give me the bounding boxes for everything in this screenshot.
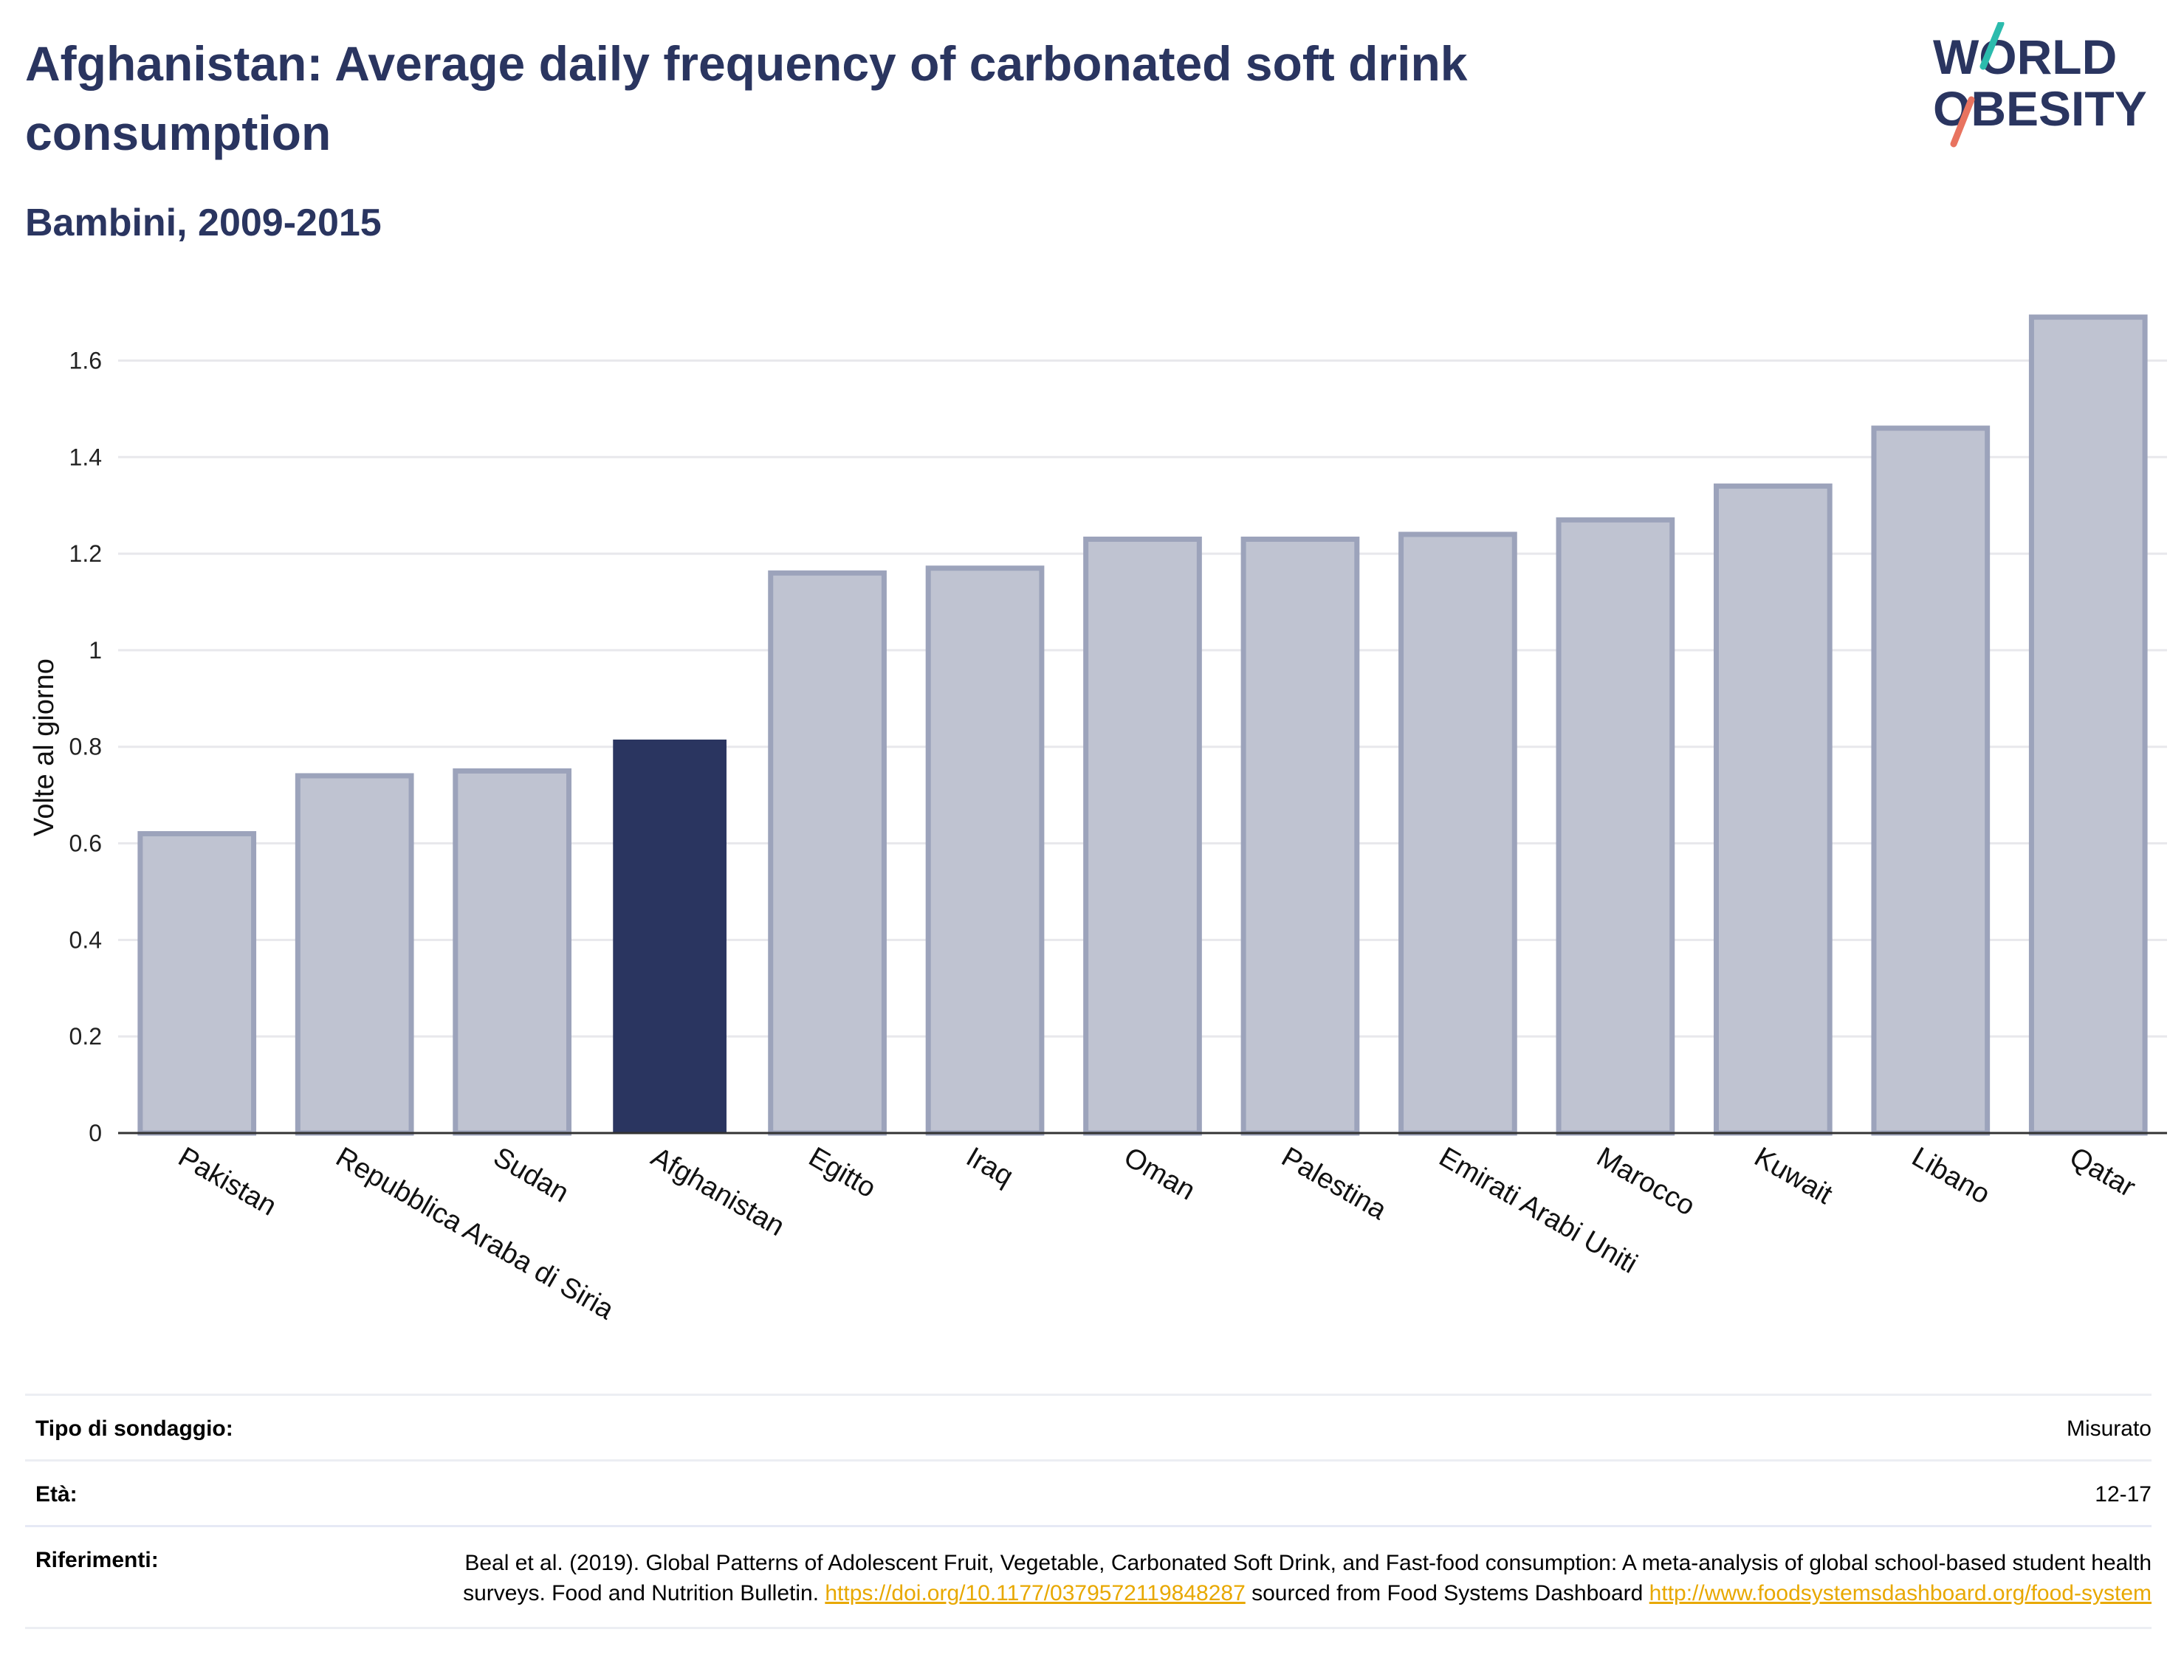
survey-type-label: Tipo di sondaggio: — [35, 1416, 233, 1441]
bar-palestina — [1240, 536, 1360, 1136]
bar-emirati-arabi-uniti — [1398, 531, 1517, 1136]
metadata-table: Tipo di sondaggio: Misurato Età: 12-17 R… — [25, 1394, 2152, 1629]
x-tick-label: Kuwait — [1749, 1141, 1838, 1211]
x-tick-label: Qatar — [2064, 1141, 2141, 1203]
x-tick-label: Libano — [1906, 1141, 1995, 1210]
references-label: Riferimenti: — [35, 1548, 159, 1572]
bar-chart: 0 0.2 0.4 0.6 0.8 1 1.2 1.4 1.6 Pakistan Repubblic… — [29, 314, 2167, 1326]
bar-iraq — [925, 565, 1045, 1136]
bar-sudan — [453, 768, 571, 1136]
bar-libano — [1871, 425, 1991, 1136]
y-tick-label: 1.2 — [69, 540, 102, 567]
x-tick-label: Repubblica Araba di Siria — [331, 1141, 619, 1326]
age-label: Età: — [35, 1482, 78, 1507]
bar-pakistan — [137, 830, 257, 1136]
logo-line1: WORLD — [1933, 30, 2117, 84]
x-tick-label: Oman — [1119, 1141, 1201, 1206]
references-value: Beal et al. (2019). Global Patterns of A… — [453, 1548, 2152, 1609]
references-text-1: Beal et al. (2019). Global Patterns of A… — [463, 1551, 2152, 1606]
y-tick-label: 0.2 — [69, 1023, 102, 1050]
bar-oman — [1083, 536, 1202, 1136]
bar-qatar — [2028, 314, 2148, 1136]
survey-type-row: Tipo di sondaggio: Misurato — [25, 1394, 2152, 1459]
logo-slash-coral — [1950, 96, 1975, 148]
x-tick-label: Marocco — [1591, 1141, 1700, 1222]
y-axis-label: Volte al giorno — [29, 658, 60, 836]
x-tick-label: Palestina — [1276, 1141, 1392, 1226]
y-tick-label: 0 — [89, 1120, 102, 1146]
doi-link[interactable]: https://doi.org/10.1177/0379572119848287 — [825, 1581, 1246, 1606]
y-tick-label: 1 — [89, 637, 102, 664]
x-tick-label: Sudan — [488, 1141, 574, 1208]
survey-type-value: Misurato — [2066, 1416, 2152, 1441]
y-tick-label: 0.8 — [69, 734, 102, 760]
bar-kuwait — [1714, 483, 1833, 1136]
references-text-2: sourced from Food Systems Dashboard — [1245, 1581, 1649, 1606]
references-row: Riferimenti: Beal et al. (2019). Global … — [25, 1525, 2152, 1629]
y-tick-label: 0.4 — [69, 926, 102, 953]
food-systems-link[interactable]: http://www.foodsystemsdashboard.org/food… — [1649, 1581, 2152, 1606]
x-tick-label: Egitto — [803, 1141, 881, 1204]
x-tick-label: Afghanistan — [646, 1141, 790, 1242]
y-tick-label: 1.6 — [69, 347, 102, 373]
age-value: 12-17 — [2095, 1482, 2152, 1507]
logo-slash-teal — [1979, 22, 2005, 70]
x-tick-label: Pakistan — [173, 1141, 281, 1222]
bar-afghanistan — [613, 739, 727, 1133]
chart-subtitle: Bambini, 2009-2015 — [25, 202, 382, 244]
bar-repubblica-araba-di-siria — [295, 773, 414, 1136]
bar-marocco — [1556, 517, 1675, 1136]
y-tick-label: 0.6 — [69, 830, 102, 857]
bar-egitto — [768, 570, 887, 1136]
age-row: Età: 12-17 — [25, 1459, 2152, 1525]
x-tick-label: Iraq — [961, 1141, 1019, 1192]
chart-title: Afghanistan: Average daily frequency of … — [25, 36, 1468, 160]
world-obesity-logo: WORLD OBESITY — [1933, 22, 2147, 148]
y-tick-label: 1.4 — [69, 444, 102, 470]
bars — [137, 314, 2148, 1136]
